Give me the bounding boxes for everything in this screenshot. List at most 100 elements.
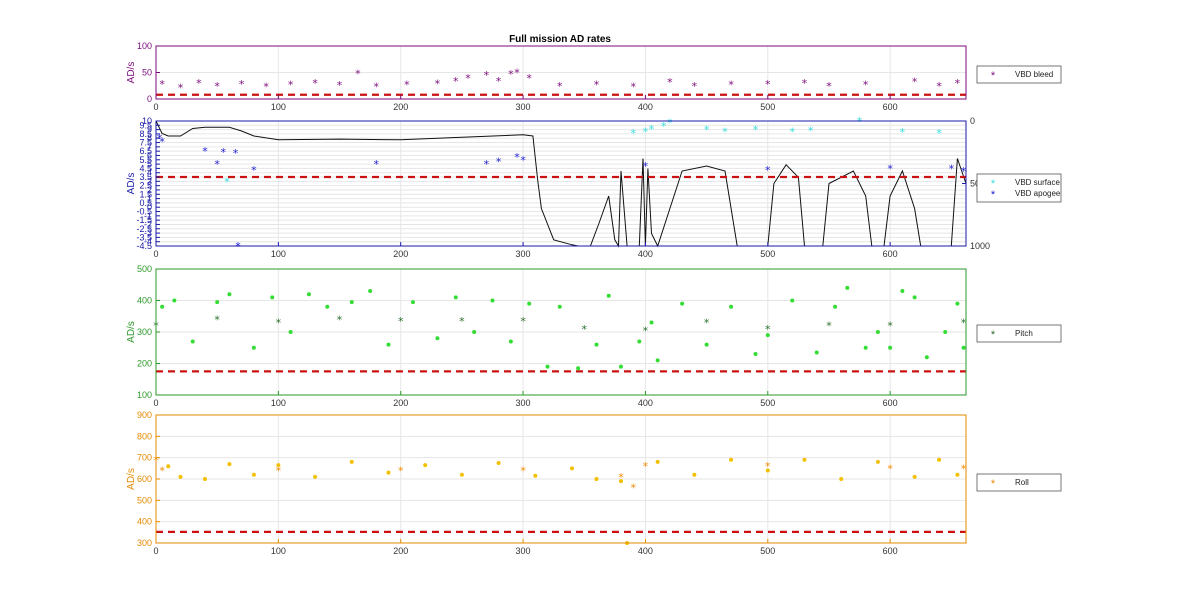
legend-marker: * xyxy=(991,329,996,341)
y-tick-label: 0.5 xyxy=(139,198,152,208)
data-point xyxy=(251,345,256,350)
x-tick-label: 400 xyxy=(638,102,653,112)
data-point: * xyxy=(373,80,379,93)
y-tick-label: 7.5 xyxy=(139,138,152,148)
data-point: * xyxy=(520,464,526,477)
data-point: * xyxy=(912,76,918,89)
data-point: * xyxy=(704,317,710,330)
y-tick-label: 50 xyxy=(142,68,152,78)
y-tick-label: 5.5 xyxy=(139,155,152,165)
x-tick-label: 200 xyxy=(393,398,408,408)
legend-marker: * xyxy=(991,189,996,201)
data-point: * xyxy=(667,76,673,89)
y-axis-label: AD/s xyxy=(126,173,137,195)
data-point: * xyxy=(790,125,796,138)
data-point xyxy=(576,366,581,371)
data-point: * xyxy=(496,75,502,88)
data-point: * xyxy=(704,124,710,137)
legend-label: VBD apogee xyxy=(1015,189,1061,198)
data-point xyxy=(251,472,256,477)
y-tick-label: 700 xyxy=(137,453,152,463)
data-point: * xyxy=(398,315,404,328)
data-point: * xyxy=(355,68,361,81)
data-point xyxy=(765,468,770,473)
data-point xyxy=(790,298,795,303)
data-point xyxy=(368,289,373,294)
data-point xyxy=(202,477,207,481)
data-point xyxy=(496,461,501,465)
data-point: * xyxy=(949,162,955,175)
data-point: * xyxy=(214,313,220,326)
right-y-tick-label: 0 xyxy=(970,116,975,126)
x-tick-label: 400 xyxy=(638,398,653,408)
legend-box xyxy=(976,473,1062,492)
data-point: * xyxy=(251,164,257,177)
series-roll: ** * * * *** * * * xyxy=(153,454,967,495)
y-tick-label: -0.5 xyxy=(136,207,152,217)
y-tick-label: 500 xyxy=(137,264,152,274)
x-tick-label: 600 xyxy=(883,249,898,259)
data-point: * xyxy=(373,158,379,171)
x-tick-label: 200 xyxy=(393,546,408,556)
y-tick-label: 1.5 xyxy=(139,189,152,199)
series-vbd-bleed: * * * * * * * * * * * * * * * * * * * * * * * * * * * * * * * * * xyxy=(159,67,960,95)
legend: * Pitch xyxy=(976,324,1062,343)
data-point xyxy=(814,350,819,355)
data-point: * xyxy=(337,79,343,92)
data-point: * xyxy=(224,175,230,188)
data-point xyxy=(692,472,697,477)
legend-marker: * xyxy=(991,478,996,490)
data-point: * xyxy=(643,460,649,473)
legend: * VBD bleed xyxy=(976,65,1062,84)
data-point xyxy=(178,474,183,479)
data-point xyxy=(270,295,275,300)
data-point: * xyxy=(955,77,961,90)
data-point xyxy=(349,459,354,464)
legend-box xyxy=(976,65,1062,84)
data-point xyxy=(527,301,532,306)
data-point xyxy=(729,304,734,309)
data-point xyxy=(306,292,311,297)
data-point: * xyxy=(404,79,410,92)
legend-label: Roll xyxy=(1015,478,1029,487)
legend-box xyxy=(976,173,1062,203)
legend-label: VBD bleed xyxy=(1015,70,1053,79)
legend-label: Pitch xyxy=(1015,329,1033,338)
data-point xyxy=(875,330,880,334)
data-point: * xyxy=(667,117,673,130)
series-pitch: * * * * * * ** ** * * * * xyxy=(153,313,967,337)
data-point xyxy=(618,479,623,484)
data-point: * xyxy=(557,80,563,93)
data-point xyxy=(594,477,599,481)
y-tick-label: 4 xyxy=(147,168,152,178)
x-tick-label: 400 xyxy=(638,546,653,556)
data-point: * xyxy=(276,464,282,477)
data-point: * xyxy=(263,80,269,93)
data-point xyxy=(839,477,844,481)
y-tick-label: 400 xyxy=(137,517,152,527)
y-tick-label: 200 xyxy=(137,359,152,369)
data-point: * xyxy=(520,154,526,167)
data-point: * xyxy=(618,471,624,484)
data-point: * xyxy=(159,136,165,149)
data-point xyxy=(955,301,960,306)
data-point: * xyxy=(722,125,728,138)
data-point: * xyxy=(233,147,239,160)
data-point xyxy=(386,470,391,475)
data-point: * xyxy=(221,146,227,159)
data-point: * xyxy=(900,126,906,139)
x-tick-label: 0 xyxy=(153,249,158,259)
y-tick-label: 8 xyxy=(147,133,152,143)
x-tick-label: 100 xyxy=(271,249,286,259)
data-point xyxy=(594,342,599,347)
data-point: * xyxy=(887,320,893,333)
data-point: * xyxy=(643,324,649,337)
data-point xyxy=(215,300,220,305)
data-point: * xyxy=(802,77,808,90)
data-point xyxy=(961,345,966,350)
data-point: * xyxy=(649,123,655,136)
data-point: * xyxy=(961,165,967,178)
legend: * Roll xyxy=(976,473,1062,492)
data-point xyxy=(655,358,660,363)
data-point: * xyxy=(459,315,465,328)
